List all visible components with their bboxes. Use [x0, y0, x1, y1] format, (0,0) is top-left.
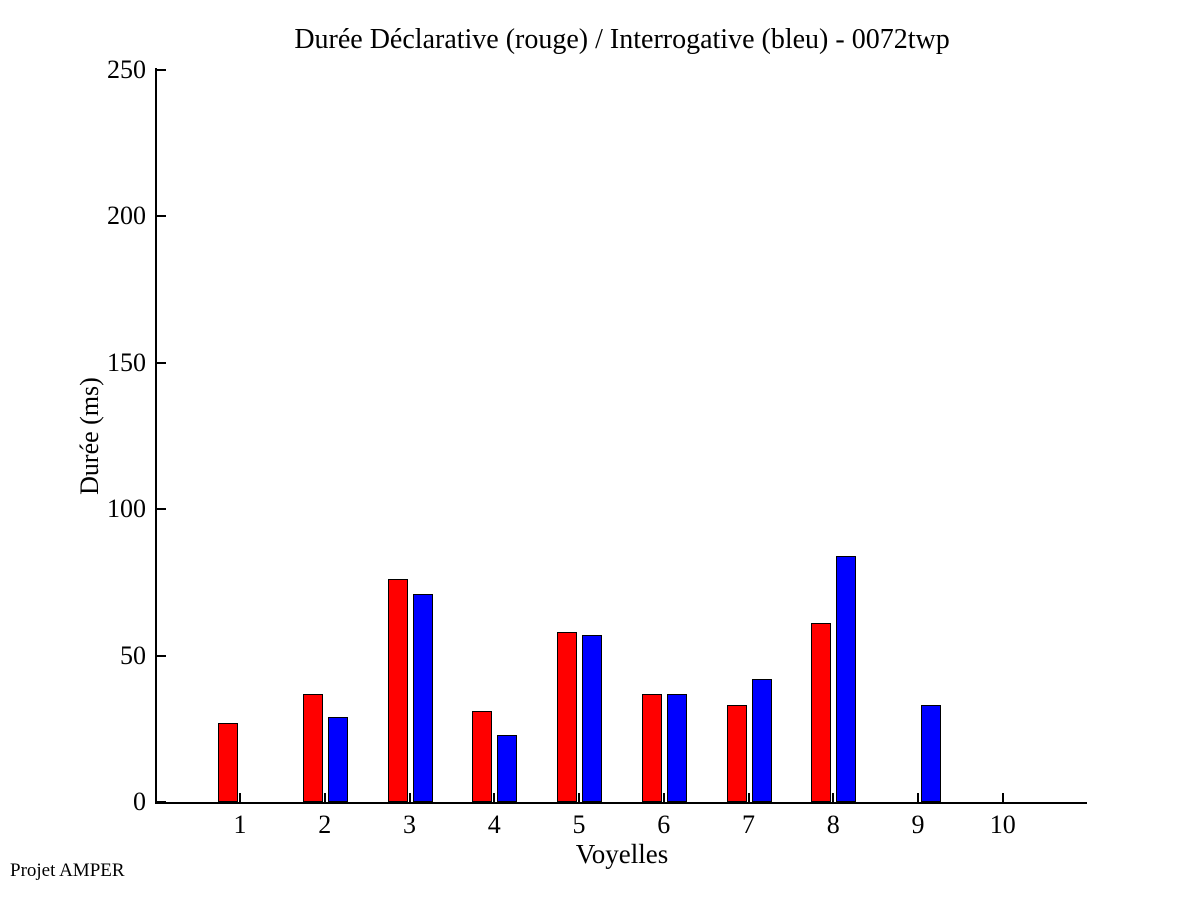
- x-tick-mark-6: [662, 793, 665, 802]
- x-tick-label-10: 10: [989, 810, 1016, 839]
- y-tick-mark-250: [157, 69, 166, 71]
- y-tick-label-0: 0: [133, 787, 146, 816]
- y-tick-mark-50: [157, 654, 166, 657]
- y-tick-label-150: 150: [107, 347, 146, 377]
- y-tick-mark-200: [157, 215, 166, 218]
- x-tick-mark-8: [832, 793, 835, 802]
- bar-interrogative-7: [751, 679, 772, 802]
- bar-déclarative-1: [218, 722, 238, 802]
- x-tick-mark-5: [578, 793, 580, 802]
- bar-déclarative-4: [472, 711, 493, 802]
- y-axis-line: [155, 68, 157, 804]
- bar-déclarative-6: [641, 693, 662, 802]
- x-tick-mark-7: [747, 793, 750, 802]
- x-tick-mark-2: [323, 793, 326, 802]
- x-tick-label-9: 9: [911, 810, 925, 839]
- bar-déclarative-8: [811, 623, 832, 802]
- x-tick-mark-4: [493, 793, 496, 802]
- x-tick-label-7: 7: [742, 810, 755, 839]
- bar-déclarative-7: [726, 705, 747, 802]
- y-tick-mark-0: [157, 801, 166, 803]
- bar-déclarative-5: [557, 632, 577, 802]
- bar-interrogative-3: [412, 594, 433, 802]
- project-credit: Projet AMPER: [10, 860, 125, 881]
- bar-interrogative-9: [921, 705, 941, 802]
- bar-interrogative-4: [497, 734, 518, 802]
- x-tick-label-2: 2: [318, 810, 332, 839]
- x-tick-label-3: 3: [403, 810, 416, 839]
- bar-interrogative-5: [582, 635, 602, 802]
- y-tick-label-50: 50: [120, 640, 146, 670]
- bar-interrogative-8: [836, 556, 857, 802]
- y-tick-label-250: 250: [107, 55, 146, 84]
- y-tick-label-100: 100: [107, 494, 146, 524]
- x-tick-label-1: 1: [233, 810, 247, 839]
- x-tick-mark-1: [239, 793, 241, 802]
- x-tick-mark-9: [917, 793, 919, 802]
- x-tick-label-6: 6: [657, 810, 671, 839]
- y-axis-label: Durée (ms): [75, 377, 104, 495]
- chart-title: Durée Déclarative (rouge) / Interrogativ…: [294, 24, 950, 55]
- x-tick-mark-3: [408, 793, 411, 802]
- x-tick-label-4: 4: [487, 810, 501, 839]
- bar-déclarative-3: [387, 579, 408, 802]
- bar-interrogative-6: [666, 693, 687, 802]
- y-tick-label-200: 200: [107, 201, 146, 231]
- y-tick-mark-100: [157, 508, 166, 511]
- x-axis-label: Voyelles: [575, 839, 669, 869]
- x-tick-mark-10: [1001, 793, 1004, 802]
- x-axis-line: [155, 802, 1087, 804]
- bar-déclarative-2: [302, 693, 323, 802]
- bar-interrogative-2: [327, 717, 348, 802]
- y-tick-mark-150: [157, 361, 166, 364]
- x-tick-label-5: 5: [572, 810, 586, 839]
- x-tick-label-8: 8: [826, 810, 840, 839]
